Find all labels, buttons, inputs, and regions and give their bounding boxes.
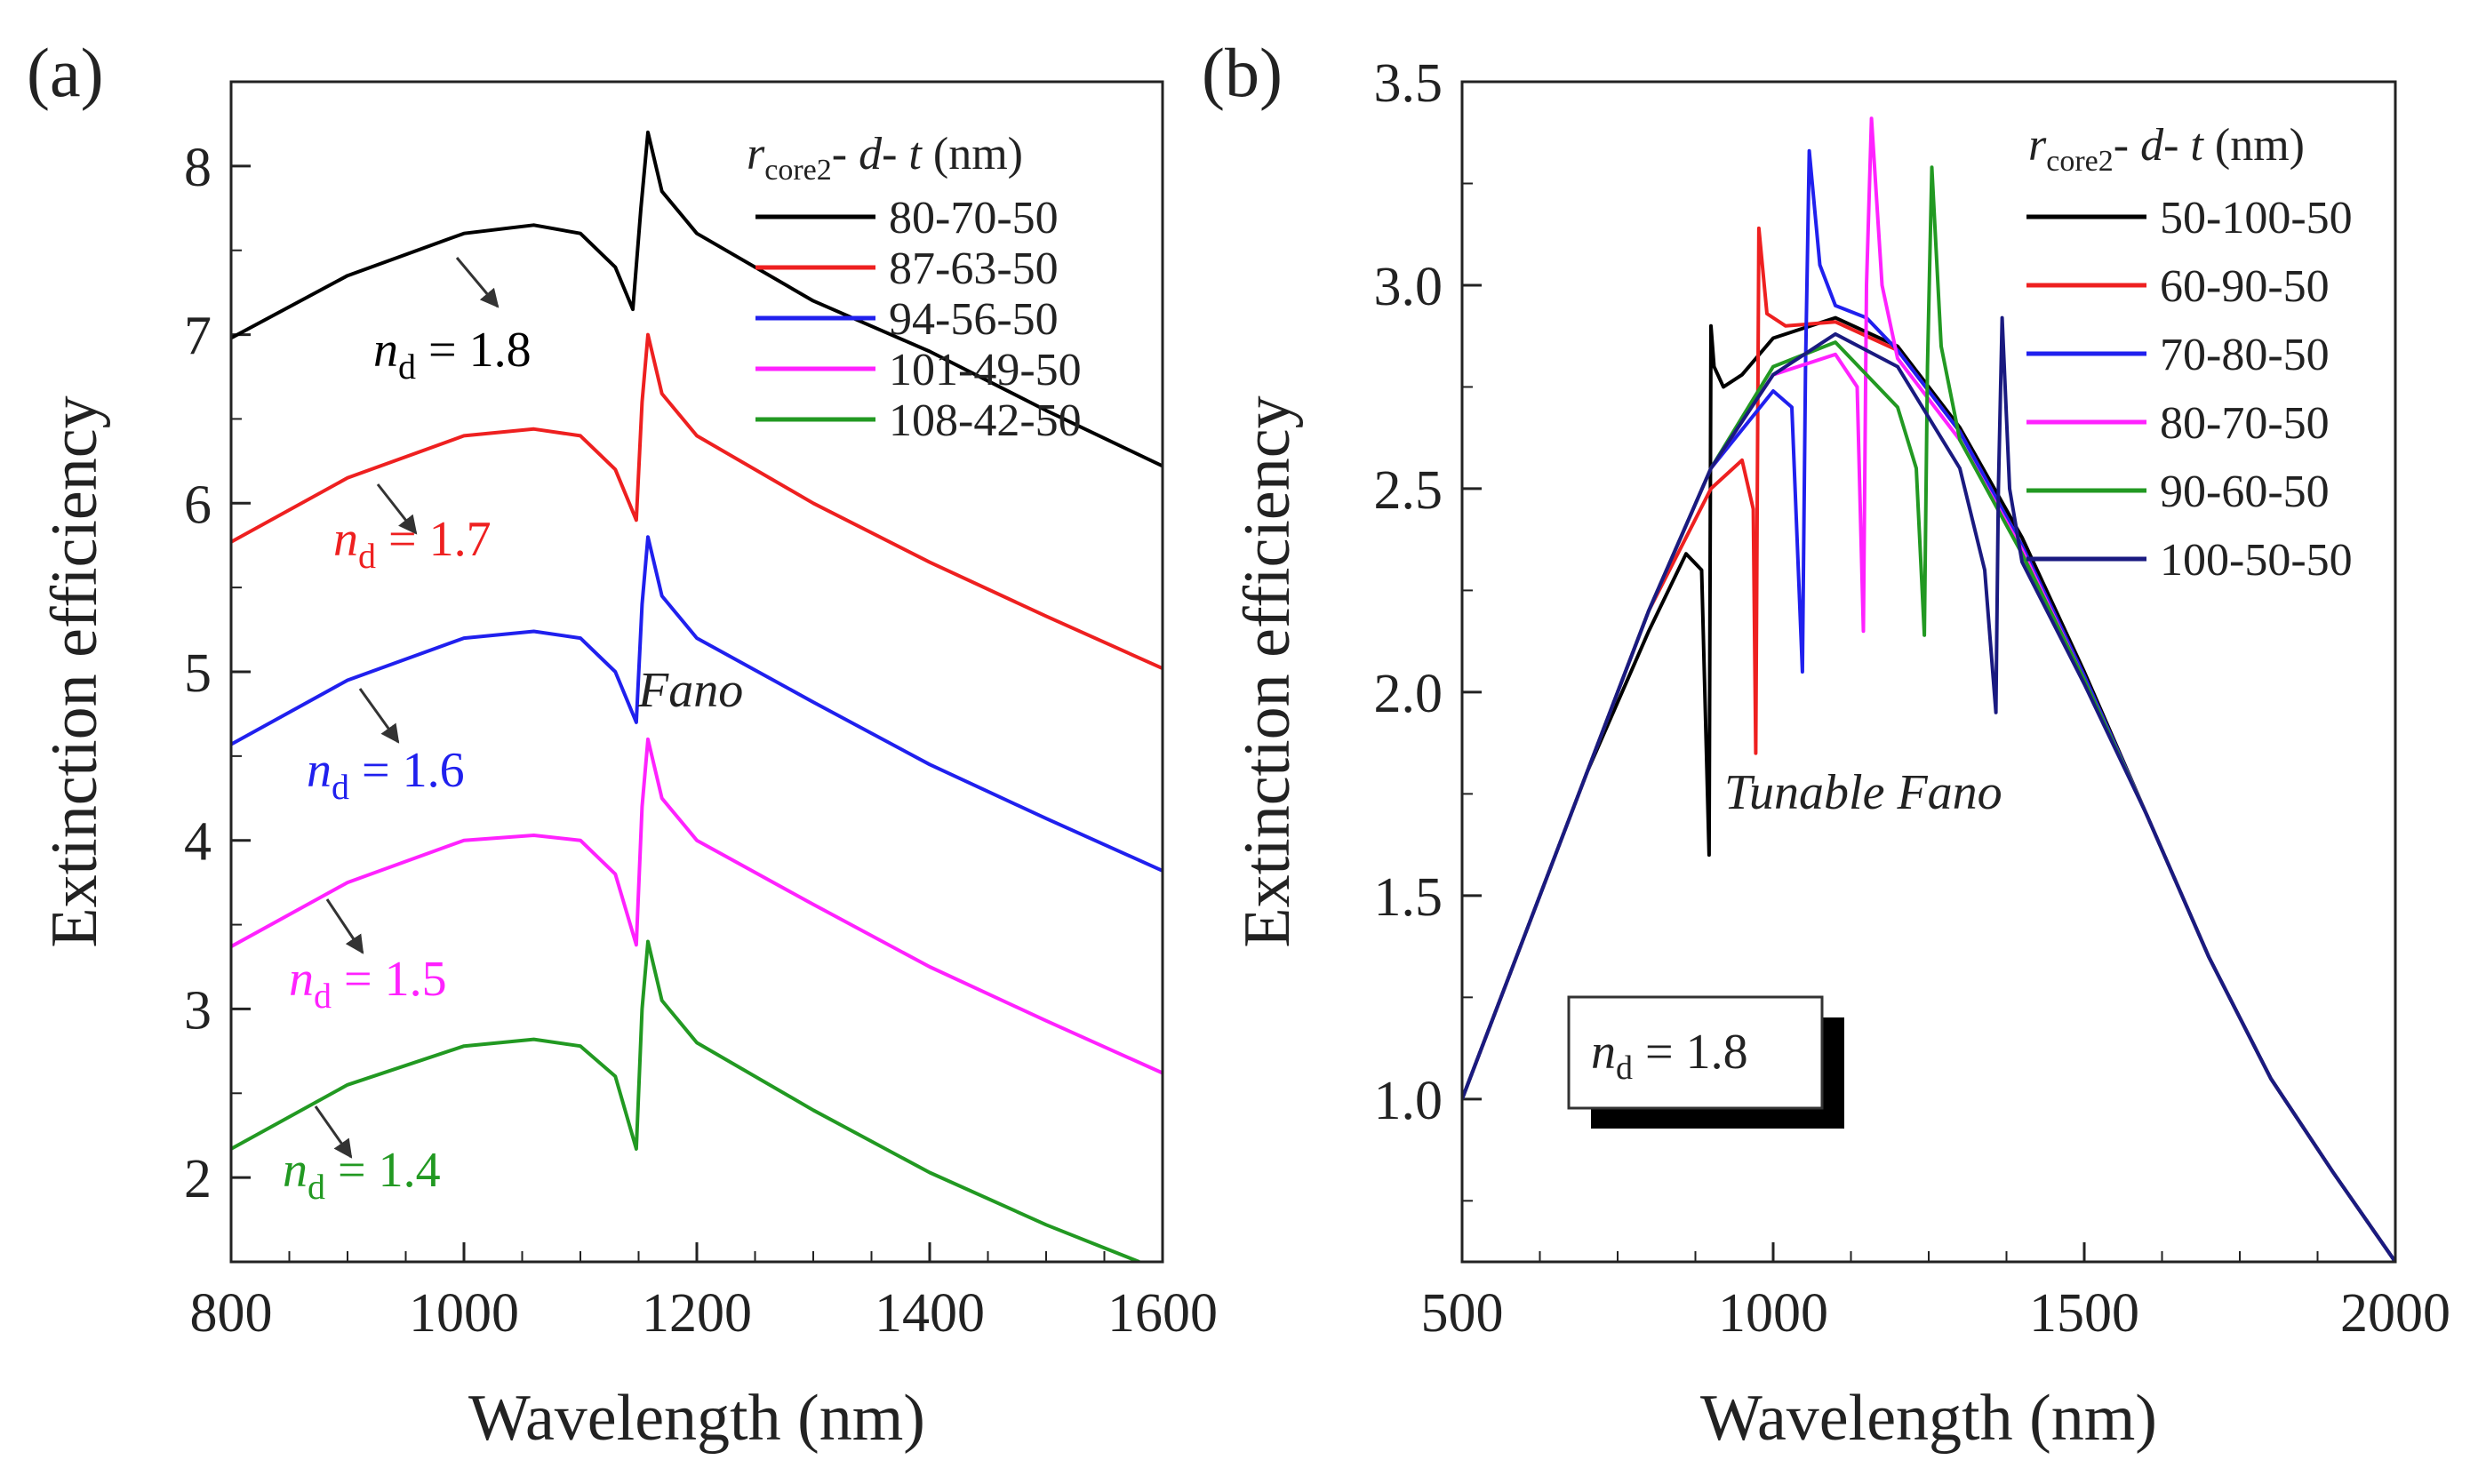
panel-b-frame <box>1460 80 2397 1264</box>
panel-a-x-tick-label: 800 <box>190 1283 273 1344</box>
n-label: nd = 1.6 <box>307 743 465 807</box>
panel-a-y-tick-label: 6 <box>184 475 212 535</box>
panel-a-n-labels: nd = 1.8 nd = 1.7 nd = 1.6 nd = 1.5 nd = 1.4 <box>283 257 532 1207</box>
panel-b-y-tick-label: 3.0 <box>1374 257 1443 317</box>
panel-b-ticks: 500 1000 1500 2000 1.0 1.5 2.0 2.5 3.0 3.5 <box>1374 53 2451 1344</box>
box-note-frame <box>1567 995 1824 1110</box>
panel-b-label: (b) <box>1202 34 1283 111</box>
panel-a-x-tick-label: 1400 <box>875 1283 985 1344</box>
n-label-arrow <box>314 1105 353 1159</box>
panel-a-y-tick-label: 7 <box>184 307 212 367</box>
panel-b-legend-label: 90-60-50 <box>2160 467 2330 517</box>
panel-b-x-tick-label: 500 <box>1421 1283 1504 1344</box>
panel-b-legend-label: 50-100-50 <box>2160 193 2353 243</box>
panel-a-y-tick-label: 5 <box>184 643 212 704</box>
n-label-arrow <box>455 257 500 308</box>
panel-a-legend: 80-70-5087-63-5094-56-50101-49-50108-42-… <box>755 193 1082 446</box>
panel-a-y-tick-label: 8 <box>184 138 212 198</box>
panel-b-box-note: nd = 1.8 <box>1567 995 1844 1129</box>
panel-a-series-line-94-56-50 <box>231 535 1163 873</box>
panel-b-legend: 50-100-50 60-90-50 70-80-50 80-70-50 90-60-5… <box>2026 193 2353 586</box>
panel-a-y-axis-title: Extinction efficiency <box>38 395 111 947</box>
n-label-arrow <box>376 483 418 535</box>
panel-b-y-tick-label: 1.5 <box>1374 867 1443 928</box>
panel-b-x-axis-title: Wavelength (nm) <box>1700 1382 2157 1455</box>
panel-b: (b) 500 1000 1500 2000 1.0 1.5 2.0 2.5 3.0 3.5 Wa… <box>1202 34 2450 1455</box>
panel-a-legend-label: 108-42-50 <box>889 395 1082 446</box>
panel-b-y-axis-title: Extinction efficiency <box>1231 395 1304 947</box>
n-label: nd = 1.4 <box>283 1143 441 1207</box>
n-label: nd = 1.5 <box>289 952 447 1016</box>
panel-a-series-line-87-63-50 <box>231 332 1163 671</box>
panel-a-x-tick-label: 1000 <box>409 1283 519 1344</box>
panel-b-y-tick-label: 2.0 <box>1374 664 1443 724</box>
panel-b-x-tick-label: 2000 <box>2340 1283 2450 1344</box>
panel-a-y-tick-label: 2 <box>184 1149 212 1209</box>
panel-b-y-tick-label: 1.0 <box>1374 1071 1443 1131</box>
panel-a-lines <box>231 130 1163 1262</box>
panel-a-ticks: 800 1000 1200 1400 1600 2 3 4 5 6 7 8 <box>184 138 1218 1344</box>
panel-a-series-line-101-49-50 <box>231 737 1163 1075</box>
panel-a-fano-annotation: Fano <box>637 663 743 718</box>
panel-a-legend-label: 101-49-50 <box>889 345 1082 395</box>
panel-a-legend-label: 87-63-50 <box>889 243 1059 294</box>
n-label: nd = 1.7 <box>333 512 492 576</box>
panel-b-lines <box>1462 116 2395 1262</box>
panel-a-y-tick-label: 3 <box>184 980 212 1041</box>
n-label-arrow <box>358 688 400 744</box>
panel-b-legend-title: rcore2- d- t (nm) <box>2028 120 2305 178</box>
panel-b-legend-label: 80-70-50 <box>2160 398 2330 449</box>
n-label-arrow <box>325 898 364 954</box>
panel-a-legend-label: 94-56-50 <box>889 294 1059 345</box>
panel-a-series-line-108-42-50 <box>231 939 1140 1262</box>
panel-b-legend-label: 70-80-50 <box>2160 330 2330 380</box>
panel-a-x-tick-label: 1200 <box>642 1283 752 1344</box>
panel-b-y-tick-label: 2.5 <box>1374 460 1443 521</box>
panel-b-y-tick-label: 3.5 <box>1374 53 1443 114</box>
panel-a-y-tick-label: 4 <box>184 812 212 873</box>
panel-b-series-line-100-50-50 <box>1462 315 2395 1262</box>
panel-a-x-tick-label: 1600 <box>1107 1283 1218 1344</box>
panel-b-x-tick-label: 1000 <box>1718 1283 1828 1344</box>
panel-a-x-axis-title: Wavelength (nm) <box>468 1382 925 1455</box>
panel-b-tunable-fano-annotation: Tunable Fano <box>1724 765 2002 820</box>
panel-b-legend-label: 60-90-50 <box>2160 261 2330 312</box>
box-note-text: nd = 1.8 <box>1591 1025 1748 1087</box>
panel-b-x-tick-label: 1500 <box>2029 1283 2139 1344</box>
panel-b-legend-label: 100-50-50 <box>2160 535 2353 586</box>
panel-a-legend-title: rcore2- d- t (nm) <box>747 129 1023 187</box>
panel-a-legend-label: 80-70-50 <box>889 193 1059 243</box>
panel-a: (a) 800 1000 1200 1400 1600 2 3 4 5 6 7 8 Wavelengt… <box>27 34 1218 1455</box>
panel-a-series-line-80-70-50 <box>231 130 1163 468</box>
panel-a-frame <box>229 80 1164 1264</box>
n-label: nd = 1.8 <box>373 323 532 387</box>
panel-a-label: (a) <box>27 34 104 111</box>
